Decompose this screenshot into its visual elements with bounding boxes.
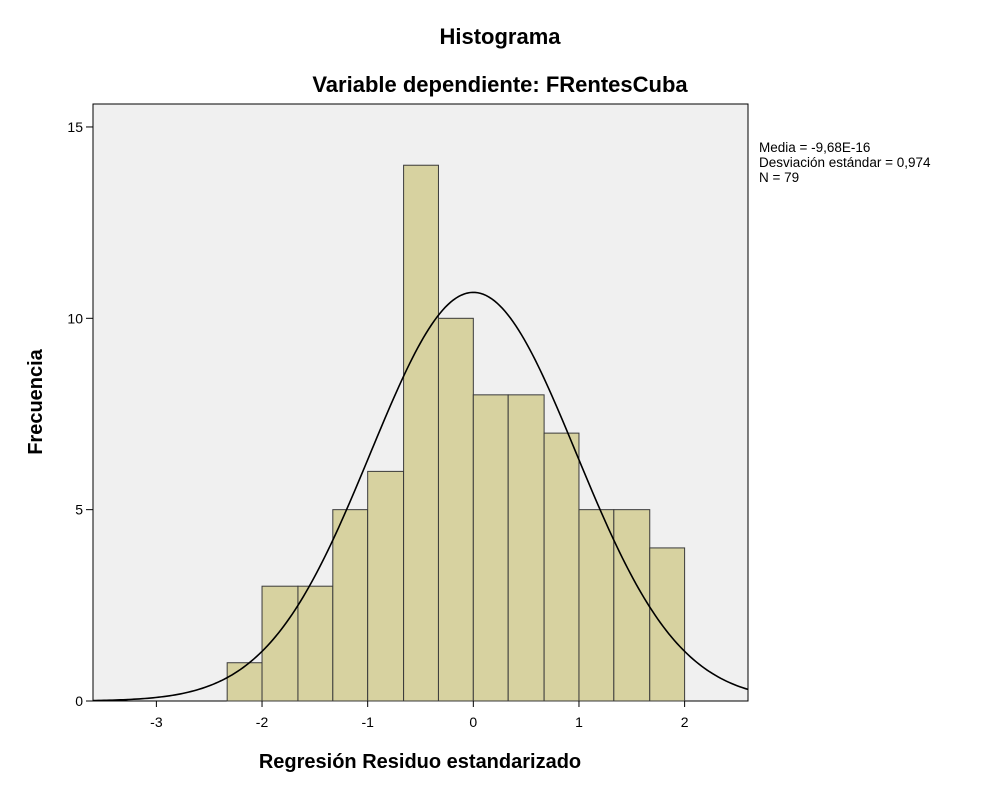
chart-subtitle: Variable dependiente: FRentesCuba [312, 72, 688, 97]
stats-line: Media = -9,68E-16 [759, 140, 870, 155]
histogram-bar [649, 547, 686, 702]
histogram-bar [437, 317, 474, 702]
y-axis: 0 5 10 15 [67, 119, 93, 709]
x-tick-label: 2 [681, 714, 689, 730]
histogram-bar [403, 164, 439, 702]
histogram-bar [261, 585, 299, 702]
x-axis-title: Regresión Residuo estandarizado [259, 751, 581, 773]
y-tick-label: 15 [67, 119, 83, 135]
histogram-bar [507, 394, 545, 702]
stats-line: N = 79 [759, 170, 799, 185]
y-tick-label: 0 [75, 693, 83, 709]
y-tick-label: 5 [75, 502, 83, 518]
stats-line: Desviación estándar = 0,974 [759, 155, 931, 170]
histogram-bar [472, 394, 509, 702]
x-axis: -3 -2 -1 0 1 2 [150, 701, 689, 730]
x-tick-label: -3 [150, 714, 163, 730]
normal-curve [92, 291, 749, 702]
chart-title: Histograma [439, 24, 561, 49]
bars-group [226, 164, 686, 702]
y-tick-label: 10 [67, 310, 83, 326]
histogram-bar [226, 662, 263, 702]
x-tick-label: 1 [575, 714, 583, 730]
histogram-bar [578, 509, 615, 702]
histogram-bar [543, 432, 580, 702]
x-tick-label: 0 [469, 714, 477, 730]
histogram-bar [297, 585, 334, 702]
x-tick-label: -1 [361, 714, 374, 730]
x-tick-label: -2 [256, 714, 269, 730]
y-axis-title: Frecuencia [25, 348, 47, 454]
histogram-bar [332, 509, 369, 702]
histogram-bar [367, 470, 405, 702]
histogram-bar [613, 509, 651, 702]
